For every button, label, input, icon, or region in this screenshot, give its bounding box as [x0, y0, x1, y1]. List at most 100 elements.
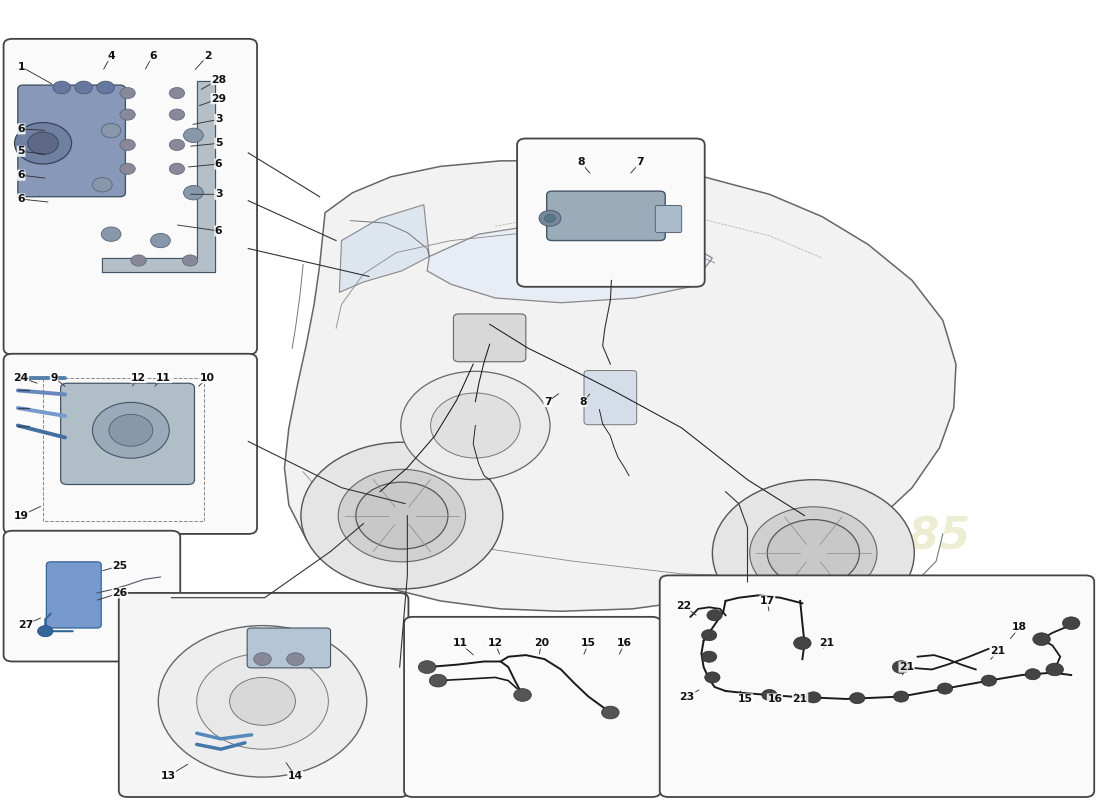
Text: 19: 19 [13, 510, 29, 521]
Circle shape [702, 630, 717, 641]
Text: 21: 21 [899, 662, 914, 672]
Text: 5: 5 [214, 138, 222, 148]
Circle shape [1025, 669, 1041, 680]
Text: 12: 12 [131, 373, 146, 382]
Circle shape [539, 210, 561, 226]
Circle shape [158, 626, 366, 777]
Text: Ellis
Parts: Ellis Parts [504, 321, 827, 551]
Circle shape [893, 691, 909, 702]
Text: 11: 11 [156, 373, 172, 382]
Polygon shape [102, 81, 216, 273]
Text: 6: 6 [18, 124, 25, 134]
Text: 6: 6 [214, 159, 222, 169]
FancyBboxPatch shape [3, 39, 257, 354]
Circle shape [169, 109, 185, 120]
Text: 8: 8 [580, 397, 586, 406]
Text: 18: 18 [1012, 622, 1027, 632]
Circle shape [183, 255, 198, 266]
Text: 5: 5 [18, 146, 25, 156]
Circle shape [355, 482, 448, 549]
Circle shape [805, 692, 821, 703]
Circle shape [1063, 617, 1080, 630]
FancyBboxPatch shape [3, 354, 257, 534]
Circle shape [120, 163, 135, 174]
Text: 6: 6 [18, 170, 25, 180]
Text: 21: 21 [793, 694, 807, 704]
FancyBboxPatch shape [248, 628, 331, 668]
Text: 21: 21 [818, 638, 834, 648]
Text: 24: 24 [13, 373, 29, 382]
Circle shape [892, 661, 910, 674]
Text: 25: 25 [112, 561, 128, 571]
FancyBboxPatch shape [3, 530, 180, 662]
Circle shape [37, 626, 53, 637]
Text: 21: 21 [990, 646, 1005, 656]
Circle shape [400, 371, 550, 480]
Circle shape [767, 519, 859, 586]
Circle shape [120, 109, 135, 120]
Text: 8: 8 [578, 158, 584, 167]
FancyBboxPatch shape [584, 370, 637, 425]
Circle shape [793, 637, 811, 650]
Text: 9: 9 [51, 373, 58, 382]
Circle shape [197, 654, 329, 749]
Circle shape [14, 122, 72, 164]
Circle shape [184, 128, 204, 142]
Circle shape [338, 470, 465, 562]
Circle shape [169, 139, 185, 150]
Polygon shape [285, 161, 956, 611]
Circle shape [707, 610, 723, 621]
Text: 17: 17 [760, 596, 774, 606]
Circle shape [544, 214, 556, 222]
Circle shape [97, 81, 114, 94]
Text: 16: 16 [768, 694, 782, 704]
Text: 10: 10 [200, 373, 216, 382]
Text: 12: 12 [487, 638, 503, 648]
Circle shape [101, 123, 121, 138]
Text: 6: 6 [148, 50, 156, 61]
Text: 6: 6 [214, 226, 222, 236]
Text: 14: 14 [288, 771, 302, 782]
Circle shape [602, 706, 619, 719]
Circle shape [109, 414, 153, 446]
Circle shape [184, 186, 204, 200]
Text: 7: 7 [544, 397, 551, 406]
Circle shape [418, 661, 436, 674]
Text: 20: 20 [534, 638, 549, 648]
Circle shape [92, 178, 112, 192]
Circle shape [254, 653, 272, 666]
Circle shape [702, 651, 717, 662]
Circle shape [705, 672, 720, 683]
FancyBboxPatch shape [404, 617, 661, 797]
Text: 16: 16 [617, 638, 632, 648]
Polygon shape [339, 205, 429, 292]
Circle shape [514, 689, 531, 702]
Circle shape [101, 227, 121, 242]
Text: 3: 3 [214, 190, 222, 199]
FancyBboxPatch shape [46, 562, 101, 628]
Text: 22: 22 [676, 601, 692, 610]
Circle shape [53, 81, 70, 94]
Circle shape [131, 255, 146, 266]
Text: 2: 2 [204, 50, 211, 61]
Text: 6: 6 [18, 194, 25, 204]
Text: 4: 4 [108, 50, 114, 61]
Circle shape [287, 653, 305, 666]
FancyBboxPatch shape [656, 206, 682, 233]
Text: 11: 11 [452, 638, 468, 648]
Circle shape [92, 402, 169, 458]
Text: 28: 28 [211, 74, 227, 85]
Text: 1: 1 [18, 62, 25, 72]
Text: 26: 26 [112, 588, 128, 598]
Polygon shape [427, 225, 713, 302]
FancyBboxPatch shape [547, 191, 666, 241]
Text: 15: 15 [738, 694, 752, 704]
Text: since 1985: since 1985 [701, 514, 970, 557]
Circle shape [28, 132, 58, 154]
FancyBboxPatch shape [119, 593, 408, 797]
Circle shape [429, 674, 447, 687]
FancyBboxPatch shape [660, 575, 1094, 797]
Circle shape [750, 507, 877, 599]
Text: 29: 29 [211, 94, 227, 104]
Circle shape [301, 442, 503, 589]
